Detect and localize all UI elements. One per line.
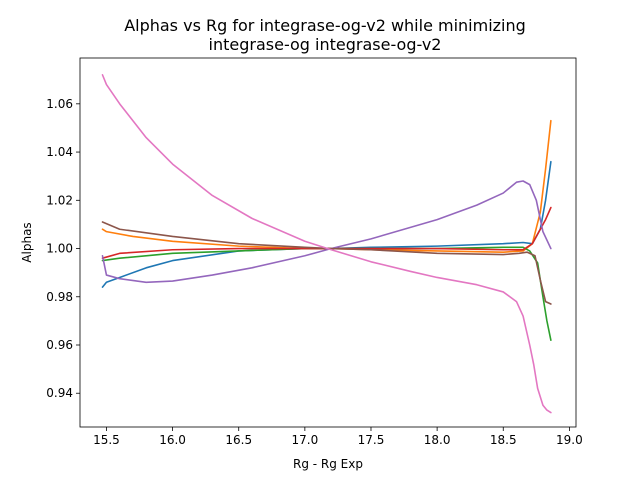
series-line-5 xyxy=(101,180,552,284)
y-tick-label: 0.94 xyxy=(46,386,73,400)
chart-title: Alphas vs Rg for integrase-og-v2 while m… xyxy=(124,16,526,54)
series-layer xyxy=(101,74,552,414)
y-tick-label: 1.00 xyxy=(46,242,73,256)
y-axis-label: Alphas xyxy=(20,222,34,262)
x-axis-ticks: 15.5 16.0 16.5 17.0 17.5 18.0 18.5 19.0 xyxy=(93,427,583,447)
x-tick-label: 17.5 xyxy=(358,433,385,447)
x-tick-label: 16.0 xyxy=(159,433,186,447)
y-axis-ticks: 0.94 0.96 0.98 1.00 1.02 1.04 1.06 xyxy=(46,97,80,400)
x-axis-label: Rg - Rg Exp xyxy=(293,457,363,471)
y-tick-label: 0.96 xyxy=(46,338,73,352)
chart-title-line-2: integrase-og integrase-og-v2 xyxy=(209,35,442,54)
x-tick-label: 16.5 xyxy=(225,433,252,447)
series-line-2 xyxy=(101,119,552,253)
series-line-7 xyxy=(101,74,552,414)
y-tick-label: 1.04 xyxy=(46,145,73,159)
chart-title-line-1: Alphas vs Rg for integrase-og-v2 while m… xyxy=(124,16,526,35)
plot-frame xyxy=(79,57,577,428)
x-tick-label: 18.0 xyxy=(424,433,451,447)
series-line-4 xyxy=(101,206,552,259)
x-tick-label: 18.5 xyxy=(490,433,517,447)
y-tick-label: 0.98 xyxy=(46,290,73,304)
series-line-6 xyxy=(101,221,552,305)
series-line-1 xyxy=(101,160,552,288)
x-tick-label: 19.0 xyxy=(556,433,583,447)
x-tick-label: 15.5 xyxy=(93,433,120,447)
y-tick-label: 1.02 xyxy=(46,193,73,207)
x-tick-label: 17.0 xyxy=(291,433,318,447)
y-tick-label: 1.06 xyxy=(46,97,73,111)
